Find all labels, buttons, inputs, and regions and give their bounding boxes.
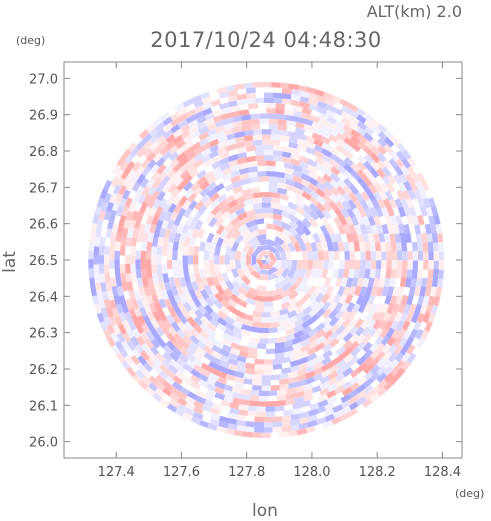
y-tick-label: 26.8	[29, 145, 58, 160]
y-tick-label: 26.3	[29, 327, 58, 342]
y-tick-label: 26.1	[29, 399, 58, 414]
y-unit-label: (deg)	[16, 34, 45, 47]
x-axis: 127.4 127.6 127.8 128.0 128.2 128.4	[98, 62, 461, 480]
y-tick-label: 26.9	[29, 109, 58, 124]
y-tick-label: 26.7	[29, 181, 58, 196]
y-tick-label: 26.5	[29, 254, 58, 269]
y-tick-label: 26.6	[29, 218, 58, 233]
x-tick-label: 127.4	[98, 465, 135, 480]
x-axis-label: lon	[252, 501, 278, 521]
y-tick-label: 26.0	[29, 436, 58, 451]
reflectivity-band	[98, 82, 443, 438]
reflectivity-field	[88, 81, 445, 439]
reflectivity-band	[103, 82, 444, 438]
x-tick-label: 128.4	[424, 465, 461, 480]
x-tick-label: 127.8	[228, 465, 265, 480]
altitude-subtitle: ALT(km) 2.0	[367, 2, 462, 21]
y-tick-label: 27.0	[29, 72, 58, 87]
chart-title: 2017/10/24 04:48:30	[150, 28, 382, 52]
x-unit-label: (deg)	[455, 487, 484, 500]
x-tick-label: 127.6	[163, 465, 200, 480]
reflectivity-band	[88, 94, 431, 431]
y-axis: 26.0 26.1 26.2 26.3 26.4 26.5 26.6 26.7 26.8 26.9…	[29, 72, 462, 451]
plot-area	[88, 81, 445, 439]
reflectivity-band	[89, 96, 445, 438]
x-tick-label: 128.2	[359, 465, 396, 480]
y-tick-label: 26.4	[29, 290, 58, 305]
y-axis-label: lat	[0, 251, 20, 273]
reflectivity-band	[88, 82, 445, 432]
x-tick-label: 128.0	[293, 465, 330, 480]
reflectivity-band	[88, 90, 445, 433]
y-tick-label: 26.2	[29, 363, 58, 378]
reflectivity-band	[116, 82, 431, 407]
